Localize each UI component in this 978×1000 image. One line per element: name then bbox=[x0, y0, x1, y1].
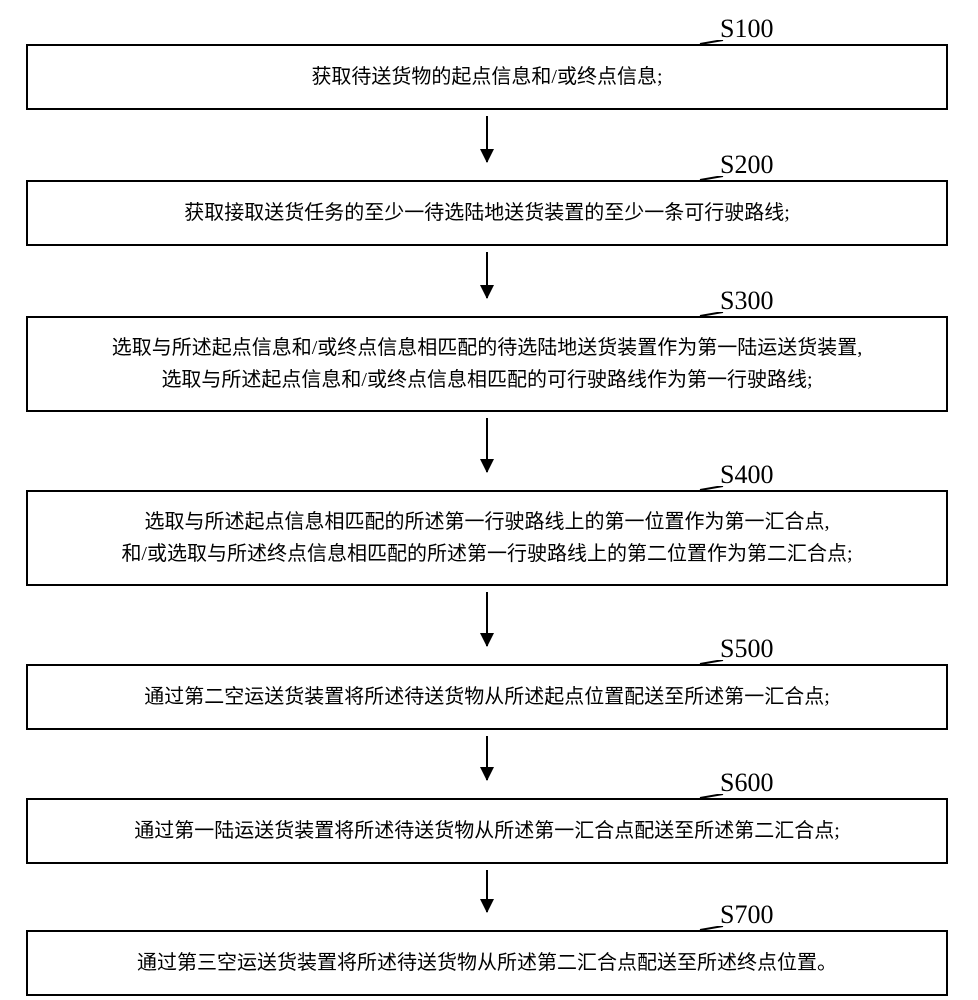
step-box-s100: 获取待送货物的起点信息和/或终点信息; bbox=[26, 44, 948, 110]
step-label-s500: S500 bbox=[720, 634, 773, 664]
step-text: 和/或选取与所述终点信息相匹配的所述第一行驶路线上的第二位置作为第二汇合点; bbox=[121, 538, 852, 570]
leader-line bbox=[695, 660, 725, 666]
step-text: 选取与所述起点信息和/或终点信息相匹配的可行驶路线作为第一行驶路线; bbox=[161, 364, 812, 396]
step-label-s700: S700 bbox=[720, 900, 773, 930]
flowchart-canvas: 获取待送货物的起点信息和/或终点信息; S100 获取接取送货任务的至少一待选陆地送… bbox=[0, 0, 978, 1000]
flow-arrow bbox=[486, 736, 488, 780]
flow-arrow bbox=[486, 870, 488, 912]
step-box-s500: 通过第二空运送货装置将所述待送货物从所述起点位置配送至所述第一汇合点; bbox=[26, 664, 948, 730]
step-box-s600: 通过第一陆运送货装置将所述待送货物从所述第一汇合点配送至所述第二汇合点; bbox=[26, 798, 948, 864]
step-box-s700: 通过第三空运送货装置将所述待送货物从所述第二汇合点配送至所述终点位置。 bbox=[26, 930, 948, 996]
step-text: 获取接取送货任务的至少一待选陆地送货装置的至少一条可行驶路线; bbox=[184, 197, 790, 229]
step-box-s200: 获取接取送货任务的至少一待选陆地送货装置的至少一条可行驶路线; bbox=[26, 180, 948, 246]
leader-line bbox=[695, 40, 725, 46]
step-label-s400: S400 bbox=[720, 460, 773, 490]
flow-arrow bbox=[486, 252, 488, 298]
leader-line bbox=[695, 312, 725, 318]
leader-line bbox=[695, 176, 725, 182]
leader-line bbox=[695, 794, 725, 800]
step-label-s100: S100 bbox=[720, 14, 773, 44]
step-text: 通过第一陆运送货装置将所述待送货物从所述第一汇合点配送至所述第二汇合点; bbox=[134, 815, 840, 847]
step-text: 选取与所述起点信息相匹配的所述第一行驶路线上的第一位置作为第一汇合点, bbox=[145, 506, 830, 538]
step-box-s400: 选取与所述起点信息相匹配的所述第一行驶路线上的第一位置作为第一汇合点,和/或选取… bbox=[26, 490, 948, 586]
flow-arrow bbox=[486, 418, 488, 472]
step-text: 选取与所述起点信息和/或终点信息相匹配的待选陆地送货装置作为第一陆运送货装置, bbox=[112, 332, 863, 364]
step-text: 通过第三空运送货装置将所述待送货物从所述第二汇合点配送至所述终点位置。 bbox=[137, 947, 837, 979]
step-box-s300: 选取与所述起点信息和/或终点信息相匹配的待选陆地送货装置作为第一陆运送货装置,选… bbox=[26, 316, 948, 412]
step-label-s300: S300 bbox=[720, 286, 773, 316]
leader-line bbox=[695, 926, 725, 932]
step-text: 通过第二空运送货装置将所述待送货物从所述起点位置配送至所述第一汇合点; bbox=[144, 681, 830, 713]
leader-line bbox=[695, 486, 725, 492]
step-text: 获取待送货物的起点信息和/或终点信息; bbox=[311, 61, 662, 93]
flow-arrow bbox=[486, 592, 488, 646]
step-label-s200: S200 bbox=[720, 150, 773, 180]
flow-arrow bbox=[486, 116, 488, 162]
step-label-s600: S600 bbox=[720, 768, 773, 798]
